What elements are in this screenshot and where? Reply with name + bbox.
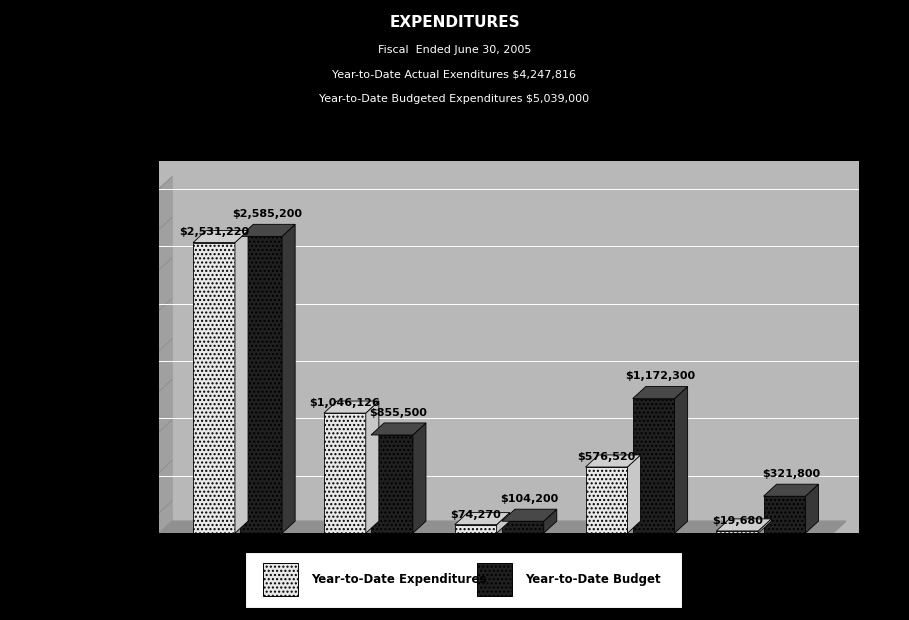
Text: $74,270: $74,270 bbox=[450, 510, 501, 520]
Polygon shape bbox=[159, 521, 846, 533]
Polygon shape bbox=[585, 455, 641, 467]
Text: Fiscal  Ended June 30, 2005: Fiscal Ended June 30, 2005 bbox=[378, 45, 531, 55]
Polygon shape bbox=[371, 423, 426, 435]
Polygon shape bbox=[544, 509, 557, 533]
Text: $321,800: $321,800 bbox=[762, 469, 820, 479]
Text: $2,531,220: $2,531,220 bbox=[179, 228, 249, 237]
Polygon shape bbox=[496, 513, 510, 533]
Polygon shape bbox=[764, 484, 818, 496]
Bar bbox=[240, 236, 282, 533]
Bar bbox=[476, 563, 512, 596]
Text: $855,500: $855,500 bbox=[370, 408, 427, 418]
Bar bbox=[263, 563, 298, 596]
Bar bbox=[585, 467, 627, 533]
Polygon shape bbox=[674, 386, 687, 533]
Bar bbox=[324, 413, 365, 533]
Text: $104,200: $104,200 bbox=[500, 494, 558, 504]
Polygon shape bbox=[413, 423, 426, 533]
Text: $1,172,300: $1,172,300 bbox=[625, 371, 695, 381]
Polygon shape bbox=[502, 509, 557, 521]
Polygon shape bbox=[716, 519, 772, 531]
Polygon shape bbox=[235, 231, 248, 533]
Polygon shape bbox=[193, 231, 248, 242]
Bar bbox=[716, 531, 758, 533]
Text: $1,046,126: $1,046,126 bbox=[309, 398, 380, 408]
Polygon shape bbox=[324, 401, 379, 413]
Polygon shape bbox=[240, 224, 295, 236]
Text: Year-to-Date Budget: Year-to-Date Budget bbox=[524, 574, 660, 586]
Text: Year-to-Date Actual Exenditures $4,247,816: Year-to-Date Actual Exenditures $4,247,8… bbox=[333, 69, 576, 79]
Bar bbox=[764, 496, 805, 533]
Bar bbox=[502, 521, 544, 533]
Text: $576,520: $576,520 bbox=[577, 452, 635, 462]
Polygon shape bbox=[159, 177, 172, 533]
Text: $2,585,200: $2,585,200 bbox=[233, 209, 303, 219]
Bar bbox=[193, 242, 235, 533]
Polygon shape bbox=[805, 484, 818, 533]
Text: $19,680: $19,680 bbox=[712, 516, 763, 526]
Bar bbox=[371, 435, 413, 533]
Bar bbox=[454, 525, 496, 533]
Polygon shape bbox=[365, 401, 379, 533]
Text: EXPENDITURES: EXPENDITURES bbox=[389, 15, 520, 30]
Text: Year-to-Date Expenditures: Year-to-Date Expenditures bbox=[311, 574, 486, 586]
Bar bbox=[633, 399, 674, 533]
Polygon shape bbox=[758, 519, 772, 533]
Polygon shape bbox=[627, 455, 641, 533]
Text: Year-to-Date Budgeted Expenditures $5,039,000: Year-to-Date Budgeted Expenditures $5,03… bbox=[319, 94, 590, 104]
Polygon shape bbox=[633, 386, 687, 399]
Polygon shape bbox=[454, 513, 510, 525]
Polygon shape bbox=[282, 224, 295, 533]
